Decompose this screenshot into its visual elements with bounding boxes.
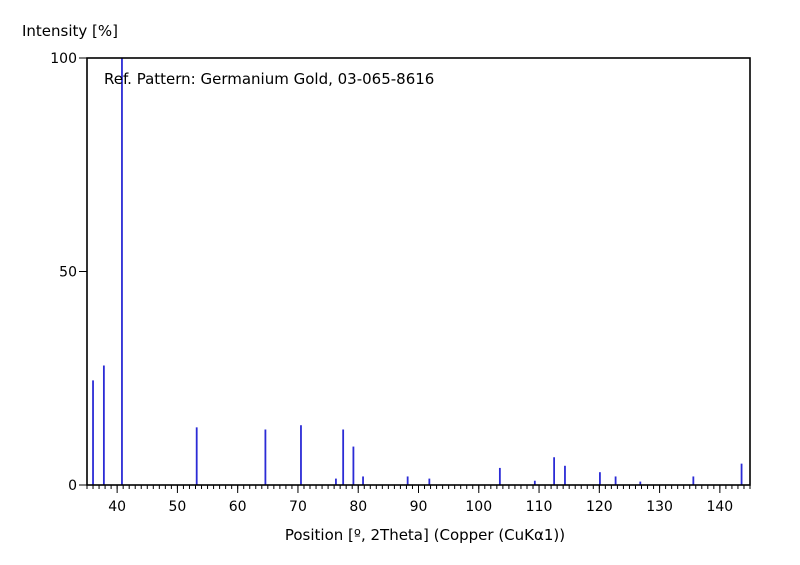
chart-title: Ref. Pattern: Germanium Gold, 03-065-861… (104, 70, 434, 88)
x-tick-label: 100 (465, 499, 492, 515)
y-tick-label: 0 (68, 478, 77, 494)
x-tick-label: 70 (289, 499, 307, 515)
y-axis-label: Intensity [%] (22, 22, 119, 40)
x-tick-label: 140 (706, 499, 733, 515)
peak-bars (92, 58, 743, 485)
x-tick-label: 50 (168, 499, 186, 515)
x-tick-label: 130 (646, 499, 673, 515)
plot-frame (86, 57, 751, 486)
x-tick-label: 120 (586, 499, 613, 515)
y-tick-label: 100 (50, 51, 77, 67)
x-axis-label: Position [º, 2Theta] (Copper (CuKα1)) (284, 526, 566, 544)
x-tick-label: 40 (108, 499, 126, 515)
axis-ticks: 40 50 60 70 80 90 100 110 120 130 140 0 50 100 (50, 51, 751, 515)
x-tick-label: 90 (410, 499, 428, 515)
x-tick-label: 110 (526, 499, 553, 515)
x-tick-label: 60 (229, 499, 247, 515)
x-tick-label: 80 (349, 499, 367, 515)
y-tick-label: 50 (59, 265, 77, 281)
